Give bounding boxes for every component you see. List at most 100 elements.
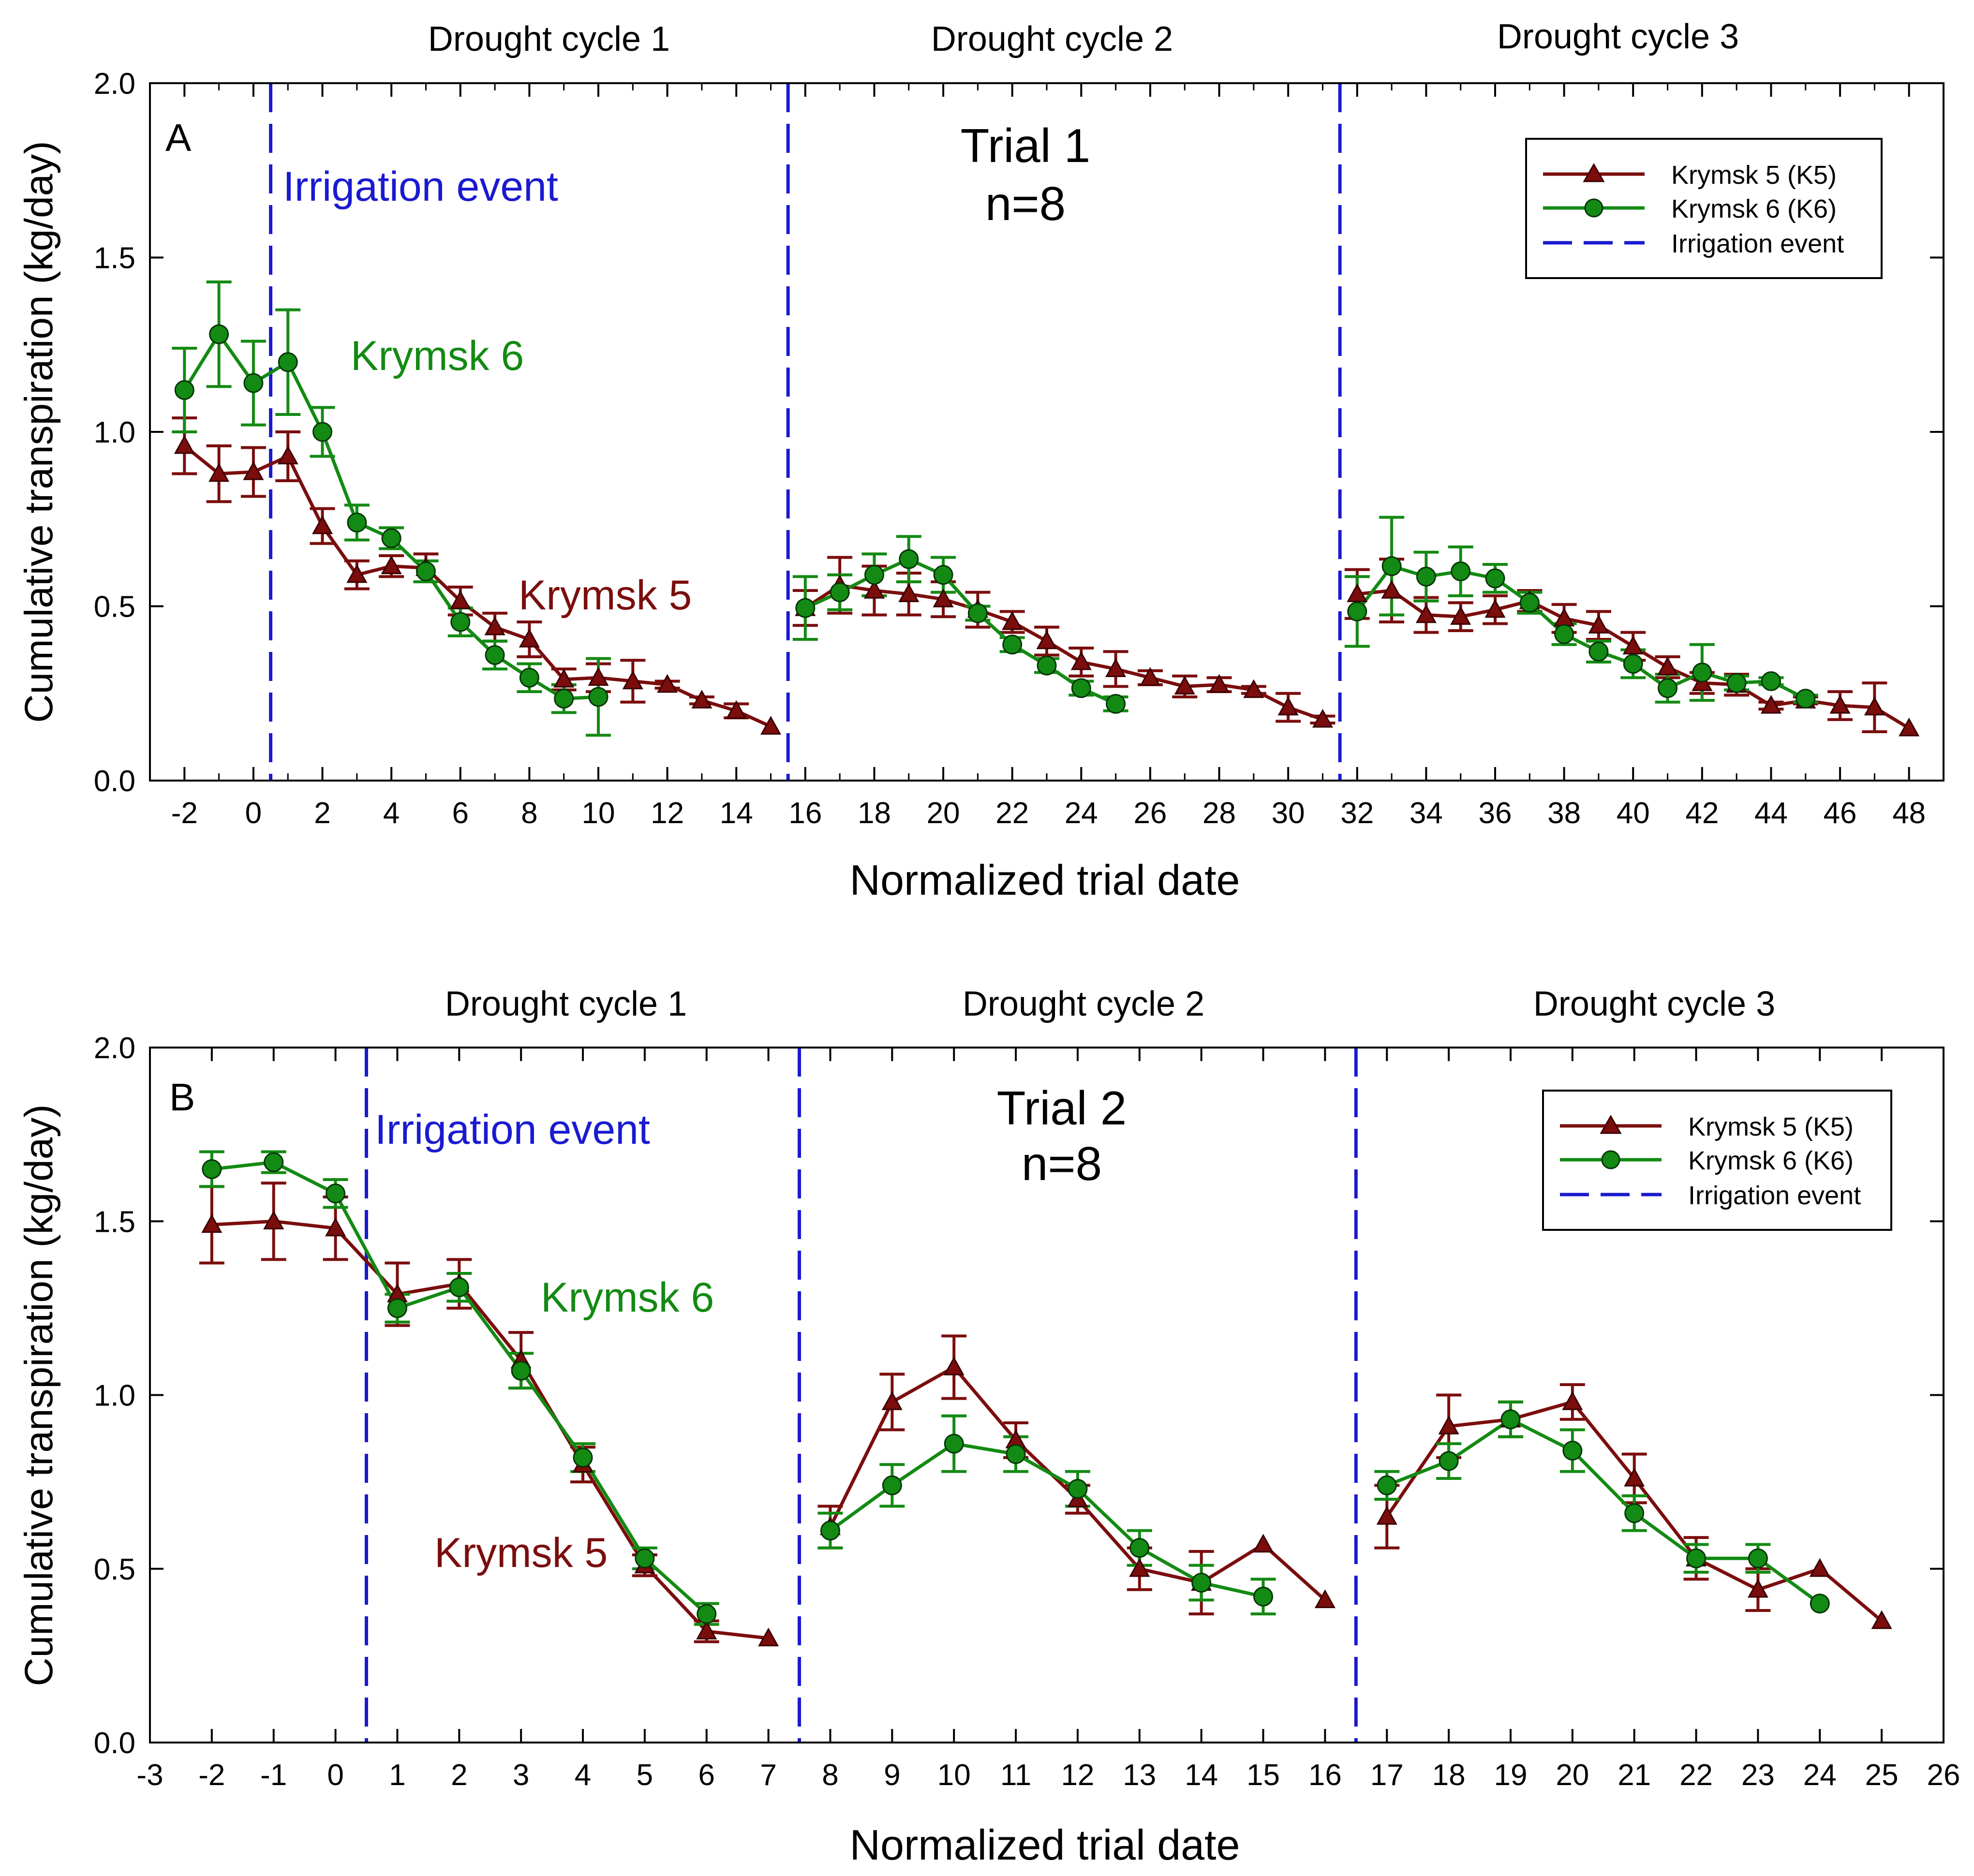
k6-point-circle (1692, 662, 1712, 682)
panel-b-cycle-label-1: Drought cycle 1 (445, 985, 687, 1023)
x-tick-label: 0 (245, 797, 262, 830)
k5-point-triangle (1314, 1589, 1336, 1609)
k6-point-circle (1377, 1475, 1397, 1495)
k6-point-circle (830, 582, 850, 603)
k6-point-circle (944, 1433, 964, 1454)
x-tick-label: 12 (1061, 1758, 1094, 1792)
k6-point-circle (933, 565, 953, 585)
k6-point-circle (1810, 1594, 1830, 1614)
x-tick-label: 20 (1556, 1758, 1589, 1792)
k6-point-circle (1451, 561, 1471, 581)
legend-k6-label: Krymsk 6 (K6) (1688, 1146, 1854, 1175)
panel-a-x-axis-label: Normalized trial date (850, 856, 1240, 904)
k5-point-triangle (1747, 1579, 1768, 1598)
k5-point-triangle (1252, 1534, 1274, 1553)
k5-point-triangle (622, 670, 643, 690)
x-tick-label: 42 (1685, 797, 1719, 830)
x-tick-label: 12 (651, 797, 684, 830)
y-tick-label: 1.0 (94, 416, 135, 449)
k6-series-segment (829, 1442, 1264, 1598)
panel-b-plot-frame (149, 1047, 1944, 1743)
x-tick-label: 34 (1410, 797, 1443, 830)
k6-point-circle (312, 422, 333, 442)
k5-point-triangle (1657, 656, 1678, 676)
x-tick-label: 2 (314, 797, 330, 830)
k6-point-circle (416, 561, 436, 581)
x-tick-label: 8 (521, 797, 537, 830)
k5-point-triangle (1809, 1558, 1830, 1577)
k6-point-circle (387, 1298, 407, 1318)
k5-point-triangle (657, 674, 678, 693)
k5-point-triangle (450, 590, 471, 609)
y-tick-label: 0.0 (94, 1727, 135, 1760)
x-tick-label: 32 (1340, 797, 1374, 830)
k6-point-circle (1129, 1538, 1150, 1558)
k5-point-triangle (881, 1391, 903, 1410)
k5-point-triangle (758, 1627, 779, 1647)
k5-point-triangle (696, 1620, 717, 1640)
k5-point-triangle (1174, 676, 1195, 695)
k5-point-triangle (484, 616, 505, 635)
panel-a-k6-points (174, 324, 1816, 714)
k6-point-circle (1554, 624, 1574, 644)
k6-point-circle (1002, 635, 1023, 655)
k6-point-circle (1381, 556, 1402, 576)
k5-point-triangle (1381, 579, 1402, 599)
k6-point-circle (1748, 1548, 1768, 1568)
k5-point-triangle (1588, 615, 1609, 634)
k5-point-triangle (1760, 694, 1782, 714)
x-tick-label: 36 (1479, 797, 1512, 830)
x-tick-label: 46 (1824, 797, 1857, 830)
x-tick-label: 44 (1754, 797, 1788, 830)
panel-a-y-axis-label: Cumulative transpiration (kg/day) (17, 141, 61, 723)
k5-point-triangle (691, 690, 712, 709)
y-tick-label: 1.0 (94, 1379, 135, 1413)
k5-point-triangle (726, 700, 747, 719)
y-tick-label: 0.0 (94, 765, 135, 798)
y-tick-label: 2.0 (94, 1032, 135, 1065)
k6-point-circle (381, 528, 401, 548)
panel-a-k5-points (174, 435, 1920, 737)
k6-point-circle (1500, 1409, 1521, 1430)
panel-a-ticks: 0.00.51.01.52.0-2 0 2 4 6 8 10 12 14 16 18 20 22 24 26… (94, 67, 1944, 830)
panel-b-krymsk6-annotation: Krymsk 6 (541, 1274, 714, 1321)
x-tick-label: -3 (136, 1758, 163, 1792)
panel-b-legend: Krymsk 5 (K5) Krymsk 6 (K6) Irrigation e… (1542, 1090, 1892, 1231)
k6-point-circle (864, 565, 884, 585)
k5-point-triangle (1554, 607, 1575, 627)
k5-point-triangle (208, 463, 230, 482)
panel-a-trial-title: Trial 1 (961, 119, 1091, 172)
k5-series-segment (804, 583, 1323, 722)
k5-point-triangle (760, 716, 782, 735)
x-tick-label: 16 (788, 797, 822, 830)
k5-point-triangle (381, 555, 402, 575)
k5-point-triangle (553, 668, 575, 688)
panel-b-cycle-label-3: Drought cycle 3 (1533, 985, 1775, 1023)
x-tick-label: 30 (1272, 797, 1305, 830)
x-tick-label: 17 (1370, 1758, 1404, 1792)
x-tick-label: 0 (327, 1758, 343, 1792)
k5-point-triangle (1871, 1610, 1892, 1629)
x-tick-label: 6 (698, 1758, 715, 1792)
k5-series-segment (211, 1219, 769, 1640)
k6-point-circle (209, 324, 229, 344)
panel-a-plot-frame (149, 82, 1944, 782)
k6-point-circle (1796, 689, 1816, 709)
k6-point-circle (450, 612, 471, 632)
k6-point-circle (449, 1277, 469, 1298)
k6-point-circle (1347, 601, 1367, 621)
k5-point-triangle (346, 564, 368, 583)
k5-point-triangle (1562, 1391, 1583, 1410)
k5-point-triangle (1624, 1467, 1645, 1487)
k6-point-circle (1588, 641, 1609, 662)
k6-point-circle (202, 1159, 222, 1179)
k6-point-circle (243, 373, 264, 393)
x-tick-label: 9 (884, 1758, 900, 1792)
k5-point-triangle (933, 588, 954, 607)
panel-a-trial-n: n=8 (985, 177, 1066, 230)
x-tick-label: 25 (1865, 1758, 1899, 1792)
k6-point-circle (326, 1183, 346, 1204)
k5-point-triangle (1899, 717, 1920, 737)
x-tick-label: 10 (582, 797, 615, 830)
